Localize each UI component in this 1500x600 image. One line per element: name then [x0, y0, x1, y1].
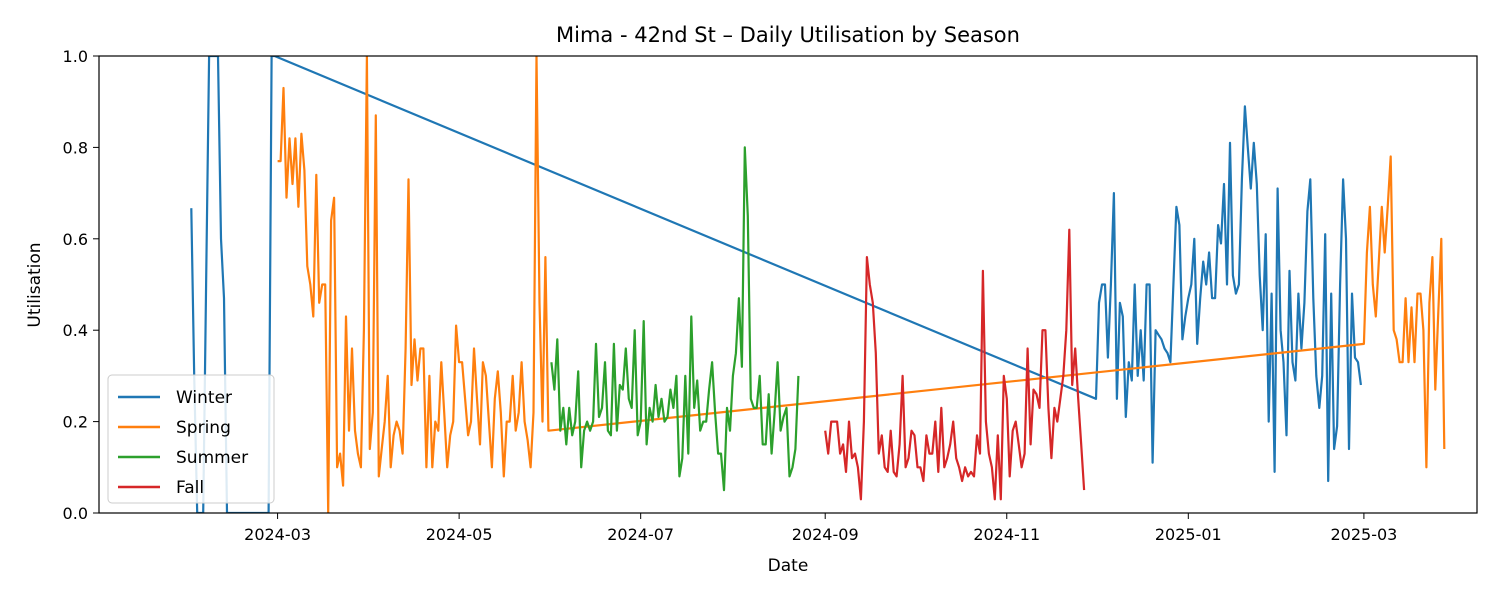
legend: Winter Spring Summer Fall: [107, 374, 275, 504]
series-layer: [190, 56, 1446, 513]
y-tick-label: 0.2: [63, 413, 88, 432]
chart-title: Mima - 42nd St – Daily Utilisation by Se…: [556, 23, 1020, 47]
y-tick-label: 0.8: [63, 138, 88, 157]
plot-frame: [98, 55, 1478, 514]
legend-label-fall: Fall: [176, 478, 204, 498]
series-line-spring: [277, 56, 1446, 513]
x-tick-label: 2025-03: [1330, 525, 1397, 544]
series-line-fall: [824, 228, 1086, 501]
y-axis: 0.0 0.2 0.4 0.6 0.8 1.0: [63, 47, 99, 523]
y-tick-label: 1.0: [63, 47, 88, 66]
y-tick-label: 0.4: [63, 321, 88, 340]
legend-label-summer: Summer: [176, 448, 248, 468]
series-line-winter: [190, 56, 1362, 513]
x-axis: 2024-03 2024-05 2024-07 2024-09 2024-11 2025-…: [244, 513, 1397, 544]
legend-label-winter: Winter: [176, 388, 232, 408]
x-tick-label: 2024-05: [426, 525, 493, 544]
y-tick-label: 0.0: [63, 504, 88, 523]
x-axis-label: Date: [768, 556, 809, 576]
y-axis-label: Utilisation: [25, 242, 45, 327]
y-tick-label: 0.6: [63, 230, 88, 249]
x-tick-label: 2024-07: [607, 525, 674, 544]
x-tick-label: 2024-03: [244, 525, 311, 544]
legend-label-spring: Spring: [176, 418, 231, 438]
x-tick-label: 2024-09: [792, 525, 859, 544]
x-tick-label: 2024-11: [973, 525, 1040, 544]
x-tick-label: 2025-01: [1155, 525, 1222, 544]
series-line-summer: [550, 146, 800, 492]
legend-box: [107, 374, 275, 504]
